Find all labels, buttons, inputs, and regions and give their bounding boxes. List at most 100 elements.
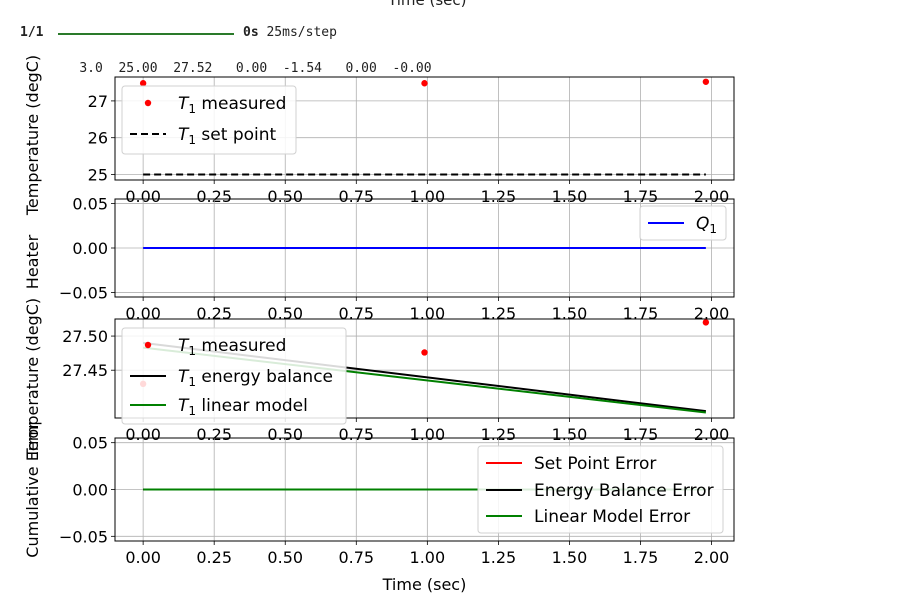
x-tick-label: 1.75 — [623, 548, 659, 567]
value-5: 0.00 — [345, 61, 377, 76]
x-tick-label: 1.50 — [552, 548, 588, 567]
x-tick-label: 0.50 — [267, 304, 303, 323]
legend-marker — [144, 99, 152, 107]
y-tick-label: 0.00 — [72, 481, 108, 500]
legend-label: Energy Balance Error — [534, 481, 714, 501]
y-tick-label: 0.05 — [72, 194, 108, 213]
y-tick-label: −0.05 — [59, 527, 108, 546]
x-tick-label: 2.00 — [694, 548, 730, 567]
x-tick-label: 1.25 — [481, 548, 517, 567]
x-tick-label: 1.00 — [410, 425, 446, 444]
value-3: 0.00 — [235, 61, 268, 76]
x-axis-label: Time (sec) — [382, 575, 467, 594]
axes-frame — [114, 198, 735, 298]
x-tick-label: 0.00 — [125, 187, 161, 206]
y-axis-label: Cumulative Error — [23, 422, 42, 558]
axes-frame — [114, 76, 735, 181]
legend-label: T1 linear model — [178, 396, 308, 418]
x-tick-label: 1.50 — [552, 187, 588, 206]
data-point — [421, 349, 428, 356]
y-tick-label: 26 — [88, 129, 108, 148]
x-tick-label: 1.50 — [552, 425, 588, 444]
progress-bar — [58, 33, 234, 35]
legend-label: T1 measured — [178, 336, 286, 358]
y-axis-label: Heater — [23, 234, 42, 289]
legend-box — [121, 85, 297, 155]
x-tick-label: 1.50 — [552, 304, 588, 323]
legend-label: Set Point Error — [534, 454, 656, 474]
legend-box — [121, 327, 347, 425]
legend-label: Linear Model Error — [534, 507, 690, 527]
step-time: 25ms/step — [266, 25, 337, 40]
axes-frame — [114, 318, 735, 419]
x-tick-label: 0.00 — [125, 425, 161, 444]
legend-label: Q1 — [696, 214, 717, 236]
data-point — [702, 78, 710, 85]
x-tick-label: 1.00 — [410, 548, 446, 567]
x-tick-label: 0.75 — [338, 425, 374, 444]
legend: T1 measured T1 set point — [121, 85, 297, 155]
chart-4: 0.00 0.25 0.50 0.75 1.00 1.25 1.50 1.75 2.00 0.05… — [23, 422, 735, 594]
x-tick-label: 0.50 — [267, 425, 303, 444]
chart-1: 0.00 0.25 0.50 0.75 1.00 1.25 1.50 1.75 2.00 25 26… — [23, 55, 735, 216]
legend: Set Point Error Energy Balance Error Linea… — [477, 445, 724, 534]
y-axis-label: Temperature (degC) — [23, 298, 42, 459]
value-1: 25.00 — [118, 61, 158, 76]
x-tick-label: 0.00 — [125, 548, 161, 567]
y-tick-label: 27.45 — [62, 361, 108, 380]
chart-2: 0.00 0.25 0.50 0.75 1.00 1.25 1.50 1.75 2.00 0.05… — [23, 194, 735, 323]
y-tick-label: −0.05 — [59, 284, 108, 303]
x-tick-label: 1.00 — [410, 187, 446, 206]
console-output: Time (sec) 1/1 0s 25ms/step 3.0 25.00 27… — [0, 0, 919, 76]
legend-box — [477, 445, 724, 534]
elapsed-time: 0s — [243, 25, 259, 40]
x-tick-label: 0.25 — [196, 304, 232, 323]
legend-label: T1 set point — [178, 125, 277, 147]
y-tick-label: 0.00 — [72, 239, 108, 258]
x-tick-label: 1.25 — [481, 304, 517, 323]
x-tick-label: 2.00 — [694, 425, 730, 444]
x-tick-label: 0.00 — [125, 304, 161, 323]
y-tick-label: 25 — [88, 165, 108, 184]
x-tick-label: 0.75 — [338, 187, 374, 206]
x-tick-label: 0.75 — [338, 548, 374, 567]
x-tick-label: 1.75 — [623, 425, 659, 444]
x-tick-label: 1.00 — [410, 304, 446, 323]
step-counter: 1/1 — [20, 25, 44, 40]
value-0: 3.0 — [79, 61, 103, 76]
y-axis-label: Temperature (degC) — [23, 55, 42, 216]
legend-label: T1 energy balance — [178, 367, 333, 389]
x-tick-label: 0.25 — [196, 548, 232, 567]
axes-frame — [114, 437, 735, 542]
x-tick-label: 2.00 — [694, 187, 730, 206]
value-6: -0.00 — [392, 61, 432, 76]
value-4: -1.54 — [282, 61, 322, 76]
x-tick-label: 0.50 — [267, 187, 303, 206]
x-tick-label: 0.25 — [196, 187, 232, 206]
x-tick-label: 1.25 — [481, 425, 517, 444]
legend: T1 measured T1 energy balance T1 linear mo… — [121, 327, 347, 425]
cropped-axis-label: Time (sec) — [388, 0, 467, 9]
x-tick-label: 0.75 — [338, 304, 374, 323]
x-tick-label: 1.25 — [481, 187, 517, 206]
x-tick-label: 0.50 — [267, 548, 303, 567]
legend: Q1 — [639, 205, 727, 241]
progress-counter: 1/1 — [20, 25, 43, 40]
values-row: 3.0 25.00 27.52 0.00 -1.54 0.00 -0.00 — [48, 46, 432, 91]
legend-label: T1 measured — [178, 94, 286, 116]
progress-timing: 0s 25ms/step — [243, 25, 337, 40]
x-tick-label: 1.75 — [623, 187, 659, 206]
legend-marker — [144, 341, 152, 349]
value-2: 27.52 — [173, 61, 213, 76]
chart-3: 0.00 0.25 0.50 0.75 1.00 1.25 1.50 1.75 2.00 27.5… — [23, 298, 735, 459]
y-tick-label: 0.05 — [72, 434, 108, 453]
data-point — [702, 319, 710, 326]
y-tick-label: 27 — [88, 92, 108, 111]
data-point — [421, 80, 428, 87]
y-tick-label: 27.50 — [62, 327, 108, 346]
data-point — [139, 80, 147, 87]
x-tick-label: 2.00 — [694, 304, 730, 323]
x-tick-label: 0.25 — [196, 425, 232, 444]
x-tick-label: 1.75 — [623, 304, 659, 323]
